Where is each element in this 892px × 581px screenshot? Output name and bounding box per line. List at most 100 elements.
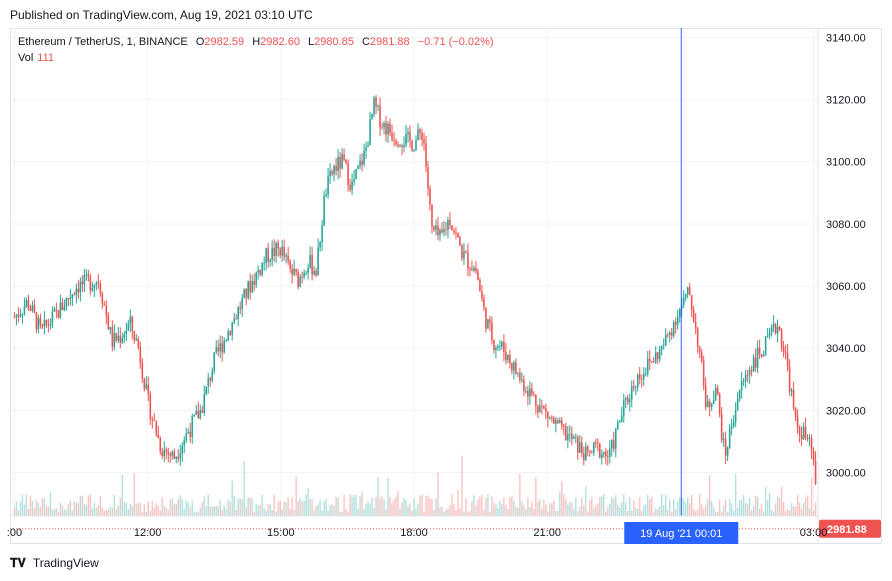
candle-body — [417, 129, 419, 141]
candle-body — [155, 420, 158, 435]
volume-bar — [593, 508, 595, 516]
candle-body — [571, 433, 573, 440]
volume-bar — [633, 500, 635, 516]
candle-body — [347, 162, 349, 186]
candle-body — [563, 425, 565, 427]
candle-body — [503, 341, 505, 352]
volume-bar — [706, 499, 709, 516]
candle-body — [802, 426, 805, 440]
volume-bar — [804, 497, 807, 516]
candle-body — [33, 305, 36, 313]
volume-bar — [57, 511, 60, 516]
volume-bar — [742, 494, 745, 516]
candle-body — [710, 404, 713, 408]
volume-bar — [43, 498, 46, 516]
candle-body — [61, 302, 64, 310]
candle-body — [485, 307, 487, 329]
candle-body — [167, 452, 170, 455]
candle-body — [541, 405, 543, 407]
candle-body — [135, 339, 138, 341]
volume-bar — [71, 510, 74, 516]
footer-brand[interactable]: 𝐓𝐕 TradingView — [10, 556, 99, 571]
candle-body — [722, 438, 725, 441]
volume-bar — [183, 508, 185, 516]
candle-body — [409, 131, 411, 141]
change-value: −0.71 (−0.02%) — [417, 36, 494, 48]
volume-bar — [730, 503, 733, 516]
candle-body — [648, 358, 651, 362]
candle-body — [505, 351, 507, 360]
volume-bar — [13, 507, 16, 516]
candle-body — [583, 453, 585, 461]
volume-bar — [397, 491, 399, 516]
candle-body — [786, 353, 789, 367]
volume-bar — [744, 503, 747, 516]
candle-body — [513, 362, 515, 371]
volume-bar — [667, 509, 669, 516]
volume-bar — [385, 509, 387, 516]
candle-body — [189, 431, 192, 437]
candle-body — [447, 220, 449, 230]
candle-body — [714, 387, 717, 400]
candle-body — [215, 347, 218, 353]
candle-body — [630, 386, 633, 400]
volume-bar — [341, 511, 343, 516]
candle-body — [794, 408, 797, 417]
candle-body — [251, 281, 253, 293]
volume-bar — [511, 495, 513, 516]
volume-bar — [421, 494, 423, 516]
volume-bar — [663, 505, 665, 516]
volume-bar — [31, 501, 34, 516]
candle-body — [177, 456, 180, 459]
volume-bar — [806, 495, 809, 516]
candle-body — [363, 150, 365, 165]
volume-bar — [317, 504, 319, 516]
candle-body — [405, 134, 407, 146]
volume-bar — [93, 502, 96, 516]
symbol-name[interactable]: Ethereum / TetherUS, 1, BINANCE — [18, 36, 188, 48]
candle-body — [327, 176, 329, 195]
volume-bar — [481, 494, 483, 516]
candle-body — [263, 262, 265, 264]
volume-bar — [89, 494, 92, 516]
volume-bar — [367, 501, 369, 516]
candle-body — [543, 405, 545, 409]
volume-bar — [309, 499, 311, 516]
volume-bar — [437, 472, 439, 516]
volume-bar — [445, 509, 447, 516]
volume-bar — [381, 496, 383, 516]
volume-bar — [449, 505, 451, 516]
volume-bar — [319, 500, 321, 516]
candle-body — [293, 268, 295, 275]
candle-body — [365, 146, 367, 151]
close-label: C — [361, 36, 370, 48]
candle-body — [640, 378, 643, 380]
candle-body — [271, 247, 273, 260]
volume-bar — [597, 503, 599, 516]
high-value: 2982.60 — [260, 36, 300, 48]
candle-body — [595, 442, 597, 443]
volume-bar — [49, 492, 52, 516]
volume-bar — [413, 498, 415, 516]
x-tick-label: 15:00 — [267, 527, 295, 539]
volume-bar — [762, 511, 765, 516]
candle-body — [559, 420, 561, 424]
candle-body — [279, 248, 281, 256]
candle-body — [567, 434, 569, 441]
volume-bar — [637, 508, 639, 516]
volume-bar — [671, 511, 673, 516]
volume-bar — [583, 505, 585, 516]
volume-bar — [756, 496, 759, 516]
candle-body — [668, 332, 671, 335]
volume-bar — [373, 508, 375, 516]
candle-body — [217, 347, 220, 352]
volume-bar — [313, 510, 315, 516]
volume-bar — [289, 508, 291, 516]
candle-body — [35, 312, 38, 330]
volume-bar — [251, 498, 253, 516]
volume-bar — [728, 498, 731, 516]
candle-body — [706, 401, 709, 408]
volume-bar — [473, 495, 475, 516]
candle-body — [49, 323, 52, 326]
